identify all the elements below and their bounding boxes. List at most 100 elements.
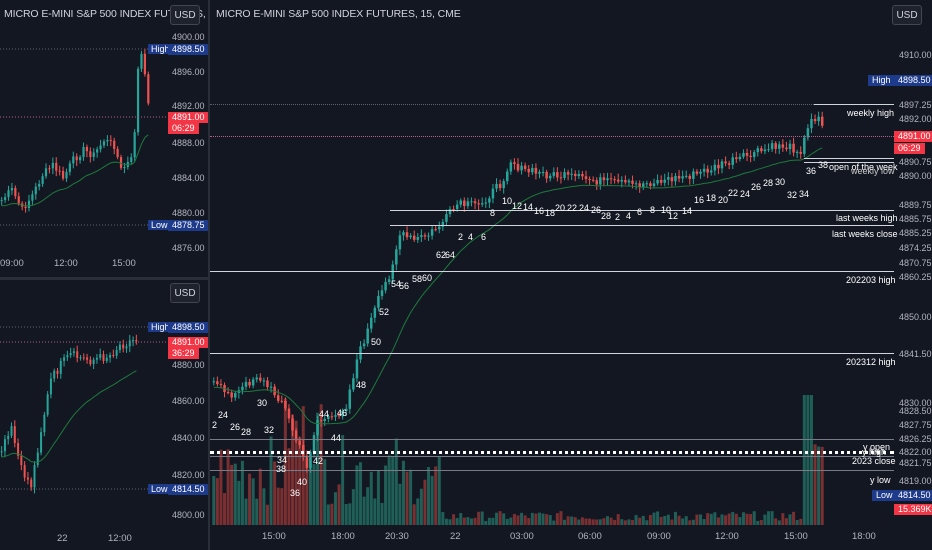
volume-bar (265, 504, 269, 525)
volume-bar (344, 504, 348, 525)
volume-bar (480, 511, 484, 525)
main-candle (384, 281, 387, 291)
volume-bar (598, 519, 602, 525)
left-top-moving-average (1, 134, 149, 207)
left-bottom-chart-pane[interactable]: USD 4880.00 4860.00 4840.00 4820.00 4800… (0, 280, 209, 550)
main-candle (706, 168, 709, 173)
main-candle (799, 151, 802, 154)
volume-bar (333, 492, 337, 525)
volume-bar (673, 511, 677, 525)
main-candle (276, 395, 280, 401)
bar-count-label: 16 (694, 195, 705, 205)
main-candle (480, 203, 484, 205)
volume-bar (469, 518, 473, 525)
volume-bar (366, 487, 370, 525)
left-bottom-candle (79, 357, 82, 359)
bar-count-label: 4 (468, 232, 474, 242)
main-candle (788, 143, 792, 150)
left-top-chart-pane[interactable]: MICRO E-MINI S&P 500 INDEX FUTURES, 15, … (0, 0, 223, 284)
left-bottom-candle (56, 370, 59, 374)
main-candle (724, 161, 727, 164)
main-candle (402, 232, 405, 236)
main-candle (348, 389, 352, 409)
pane-divider-vertical[interactable] (208, 0, 210, 550)
left-top-y-tick: 4880.00 (172, 208, 205, 218)
main-candle (495, 183, 498, 189)
main-y-tick: 4828.50 (899, 406, 932, 416)
main-candle (634, 183, 638, 185)
left-bottom-candle (53, 370, 56, 379)
main-candle (319, 420, 323, 422)
volume-bar (745, 513, 749, 525)
main-candle (466, 201, 470, 207)
main-x-tick: 15:00 (784, 531, 808, 542)
main-y-tick: 4827.75 (899, 420, 932, 430)
volume-bar (699, 514, 703, 525)
pane-divider-horizontal[interactable] (0, 277, 208, 280)
left-top-candle (133, 132, 136, 158)
volume-bar (362, 496, 366, 525)
volume-bar (477, 511, 481, 525)
bar-count-label: 46 (337, 408, 348, 418)
bar-count-label: 2 (458, 232, 464, 242)
left-top-currency-button[interactable]: USD (170, 5, 200, 25)
main-currency-button[interactable]: USD (892, 5, 922, 25)
left-bottom-currency-button[interactable]: USD (170, 283, 200, 303)
volume-bar (548, 515, 552, 525)
bar-count-label: 28 (601, 211, 612, 221)
main-candle (667, 177, 670, 180)
left-bottom-candle (125, 346, 128, 349)
left-bottom-candle (23, 465, 26, 478)
left-top-candle (99, 145, 102, 150)
volume-bar (416, 498, 420, 525)
main-candle (659, 179, 663, 183)
left-bottom-candle (69, 353, 72, 356)
volume-bar (559, 511, 563, 525)
main-candle (377, 295, 380, 308)
level-label-open-of-week: open of the week (829, 162, 898, 172)
left-bottom-price-value: 4891.00 (168, 337, 209, 348)
left-bottom-y-tick: 4800.00 (172, 510, 205, 520)
bar-count-label: 20 (555, 203, 566, 213)
main-x-tick: 09:00 (647, 531, 671, 542)
main-candle (216, 381, 219, 385)
volume-bar (240, 460, 244, 525)
main-x-tick: 15:00 (262, 531, 286, 542)
volume-bar (298, 437, 302, 525)
left-top-countdown: 06:29 (168, 123, 199, 134)
main-candle (298, 440, 301, 445)
main-candle (599, 177, 602, 185)
main-x-tick: 22 (450, 531, 461, 542)
main-y-tick: 4890.75 (899, 157, 932, 167)
volume-bar (276, 487, 280, 525)
volume-bar (505, 518, 509, 525)
left-top-candle (136, 68, 140, 133)
volume-bar (273, 461, 277, 525)
main-candle (294, 430, 298, 441)
volume-bar (305, 458, 309, 525)
main-candle (366, 328, 369, 344)
main-candle (506, 171, 509, 182)
left-bottom-high-value: 4898.50 (168, 322, 209, 333)
bar-count-label: 6 (637, 207, 643, 217)
main-candle (745, 153, 749, 156)
volume-bar (434, 466, 438, 525)
main-candle (627, 180, 631, 183)
2023-close-line (210, 456, 894, 457)
left-top-candle (92, 152, 95, 157)
left-bottom-low-value: 4814.50 (168, 484, 209, 495)
left-top-candle (89, 151, 92, 157)
volume-bar (427, 467, 431, 525)
main-candle (752, 152, 756, 158)
main-candle (609, 178, 613, 180)
main-chart-pane[interactable]: MICRO E-MINI S&P 500 INDEX FUTURES, 15, … (210, 0, 932, 550)
volume-bar (251, 478, 255, 525)
volume-bar (437, 456, 441, 525)
main-candle (337, 415, 341, 417)
main-candle (803, 137, 806, 154)
left-top-x-tick: 09:00 (0, 258, 24, 269)
left-top-candle (34, 186, 37, 195)
volume-bar (537, 512, 541, 525)
main-candle (291, 418, 294, 431)
main-candle (244, 381, 248, 387)
